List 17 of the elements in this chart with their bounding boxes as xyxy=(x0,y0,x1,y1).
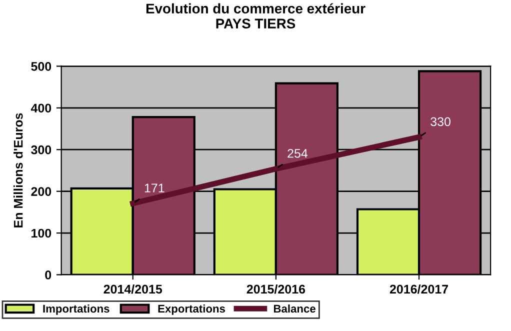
y-tick-label: 300 xyxy=(31,145,52,154)
y-tick-label: 0 xyxy=(45,270,52,280)
legend-label: Exportations xyxy=(158,304,225,315)
legend-label: Balance xyxy=(274,304,316,313)
data-label: 254 xyxy=(288,148,308,158)
y-tick-label: 100 xyxy=(32,228,52,238)
data-label: 330 xyxy=(430,117,450,126)
y-tick-label: 400 xyxy=(30,104,52,113)
x-tick-label: 2015/2016 xyxy=(246,284,306,294)
x-tick-label: 2016/2017 xyxy=(390,284,448,294)
y-tick-label: 500 xyxy=(31,62,52,71)
chart-title: Evolution du commerce extérieur PAYS TIERS xyxy=(146,3,366,28)
x-tick-label: 2014/2015 xyxy=(104,284,162,294)
y-axis-title: En Millions d'Euros xyxy=(14,113,23,228)
y-tick-label: 200 xyxy=(31,187,52,196)
data-label: 171 xyxy=(144,184,164,192)
legend-label: Importations xyxy=(43,304,110,315)
